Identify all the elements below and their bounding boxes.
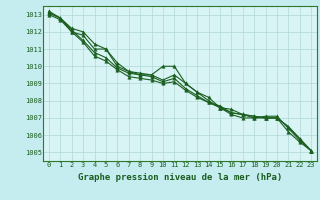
X-axis label: Graphe pression niveau de la mer (hPa): Graphe pression niveau de la mer (hPa) bbox=[78, 173, 282, 182]
